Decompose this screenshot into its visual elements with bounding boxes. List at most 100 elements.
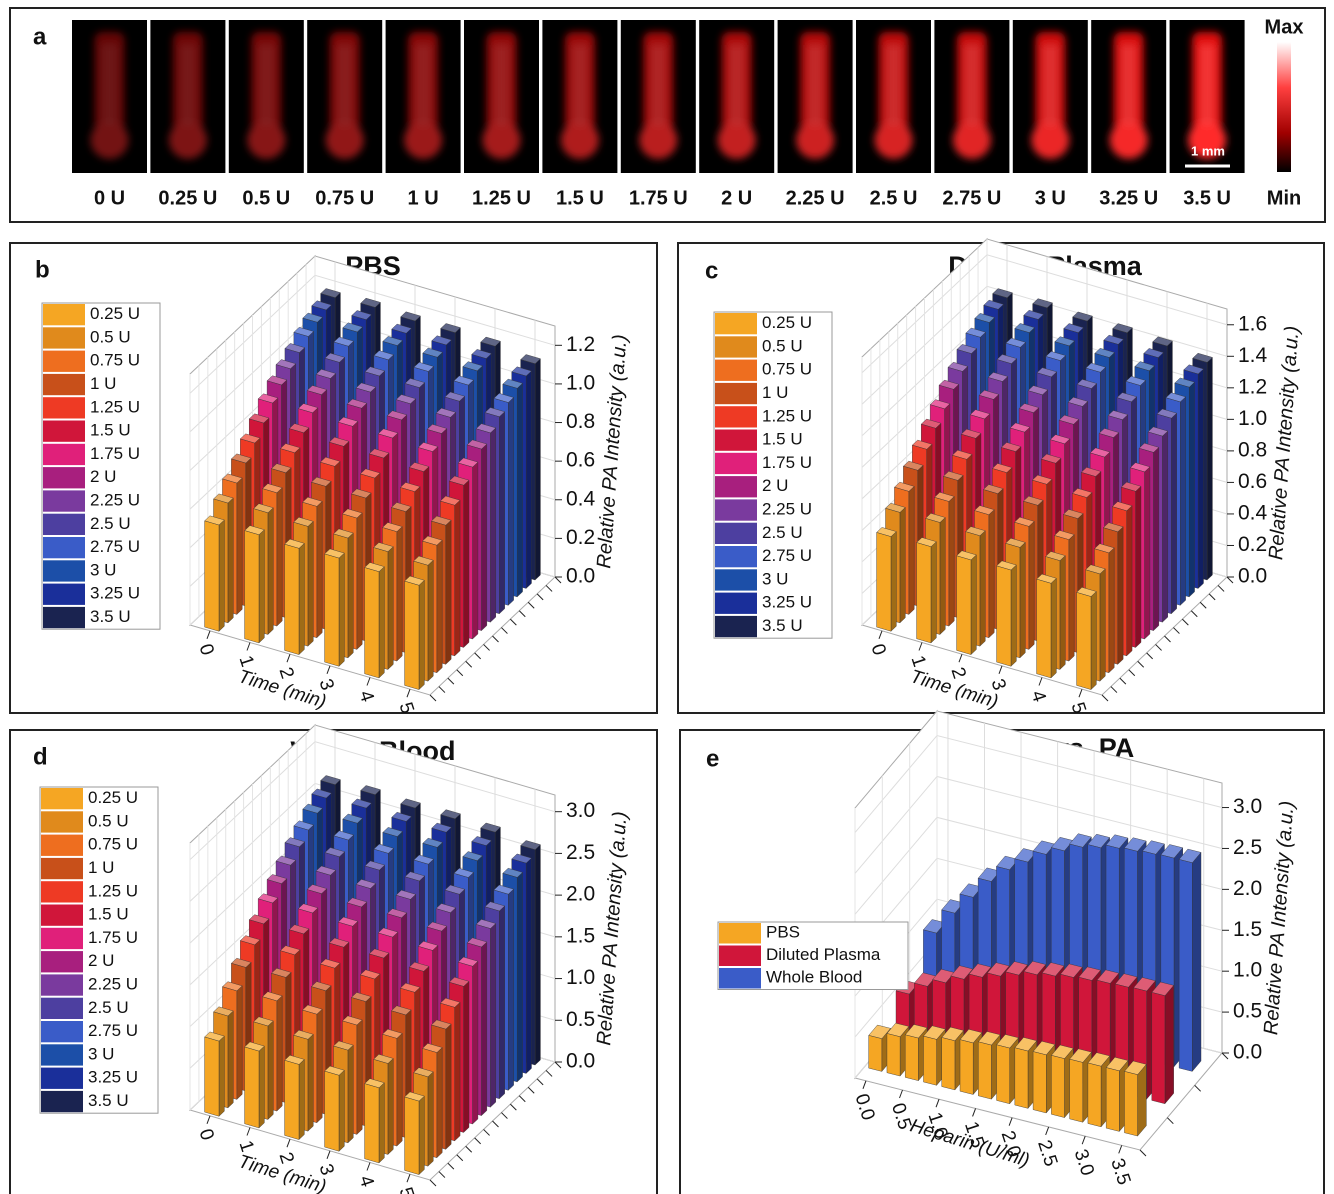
panel-frame: [9, 7, 1326, 223]
pa-image: [228, 20, 304, 173]
legend-label: 2.25 U: [90, 491, 140, 510]
depth-tick: [465, 660, 473, 668]
pa-image: [72, 20, 147, 173]
bar-side: [1206, 356, 1213, 581]
legend-swatch: [43, 537, 85, 559]
bar-side: [316, 500, 323, 639]
legend-swatch: [43, 467, 85, 489]
legend-swatch: [41, 997, 83, 1019]
bar: [956, 550, 977, 656]
signal-bulb: [325, 121, 364, 159]
depth-tick: [527, 601, 535, 609]
depth-tick: [1199, 601, 1207, 609]
signal-core: [102, 45, 117, 125]
x-tick-label: 4: [354, 688, 377, 705]
bar-side: [227, 1010, 234, 1109]
depth-tick: [527, 1086, 535, 1094]
bar-side: [890, 531, 897, 632]
legend-label: 0.25 U: [88, 788, 138, 807]
depth-tick: [510, 1103, 517, 1111]
depth-tick: [483, 644, 490, 651]
pa-image: [385, 20, 461, 173]
legend-label: 1.25 U: [90, 397, 140, 416]
x-tick: [1008, 1117, 1013, 1126]
depth-tick: [554, 1061, 562, 1069]
legend-swatch: [715, 406, 757, 428]
bar: [204, 1031, 225, 1117]
bar-side: [1108, 547, 1115, 674]
x-tick: [958, 653, 963, 663]
x-tick: [862, 1080, 867, 1089]
signal-bulb: [717, 121, 756, 159]
image-signal: [874, 32, 913, 159]
depth-tick: [510, 618, 517, 626]
legend-label: 1 U: [762, 383, 788, 402]
image-label: 2.75 U: [942, 187, 1001, 209]
bar: [916, 537, 937, 644]
depth-tick: [554, 576, 562, 584]
legend-swatch: [715, 615, 757, 638]
bar: [244, 525, 265, 644]
bar-front: [886, 1033, 901, 1077]
bar-side: [427, 559, 434, 682]
bar-front: [923, 1035, 937, 1086]
pa-image: [1012, 20, 1088, 173]
panel-letter: a: [33, 23, 47, 50]
y-tick-label: 0.4: [1238, 501, 1268, 524]
bar-front: [244, 530, 260, 644]
depth-tick: [1190, 610, 1198, 618]
signal-bulb: [90, 121, 129, 159]
x-tick: [406, 688, 411, 698]
bar: [1036, 573, 1057, 679]
y-tick-label: 0.8: [566, 410, 595, 433]
x-tick: [366, 1162, 371, 1171]
legend-label: 2.5 U: [90, 514, 131, 533]
bar: [364, 1078, 385, 1164]
legend-swatch: [715, 592, 757, 614]
bar-side: [276, 487, 283, 627]
y-axis-title: Relative PA Intensity (a.u.): [593, 811, 631, 1047]
bar-side: [525, 857, 532, 1074]
bar: [404, 1091, 425, 1176]
legend-label: 1.5 U: [762, 430, 803, 449]
bar: [204, 515, 225, 632]
image-signal: [168, 32, 207, 159]
depth-tick: [438, 1171, 446, 1178]
bar: [876, 527, 897, 632]
bar-side: [508, 888, 514, 1091]
legend-label: 3.5 U: [88, 1091, 129, 1110]
pa-image: [1091, 20, 1167, 173]
legend-swatch: [43, 606, 85, 629]
bar: [996, 1034, 1019, 1105]
legend-swatch: [41, 788, 83, 810]
bar-side: [1117, 526, 1124, 665]
legend-swatch: [43, 443, 85, 466]
bar: [1124, 1060, 1147, 1137]
signal-core: [494, 45, 509, 125]
x-tick-label: 4: [1026, 688, 1049, 705]
legend-label: 0.75 U: [88, 835, 138, 854]
depth-tick: [518, 1095, 526, 1103]
legend-swatch: [715, 382, 757, 405]
legend-swatch: [43, 560, 85, 582]
legend-swatch: [715, 522, 757, 544]
bar: [324, 1065, 345, 1152]
bar-front: [1036, 578, 1052, 679]
x-tick: [326, 1150, 331, 1160]
bar-side: [267, 507, 274, 635]
signal-core: [886, 45, 901, 125]
bar-front: [1151, 992, 1166, 1104]
bar-front: [244, 1046, 260, 1129]
x-tick: [206, 630, 211, 640]
bar-front: [404, 580, 420, 690]
bar-front: [996, 1044, 1010, 1105]
bar-side: [534, 358, 541, 581]
bar: [404, 575, 425, 691]
depth-tick: [1173, 627, 1180, 634]
bar-front: [204, 520, 220, 632]
image-label: 2 U: [721, 187, 752, 209]
legend-swatch: [715, 476, 757, 498]
signal-bulb: [796, 121, 835, 159]
bar-side: [347, 1044, 354, 1144]
